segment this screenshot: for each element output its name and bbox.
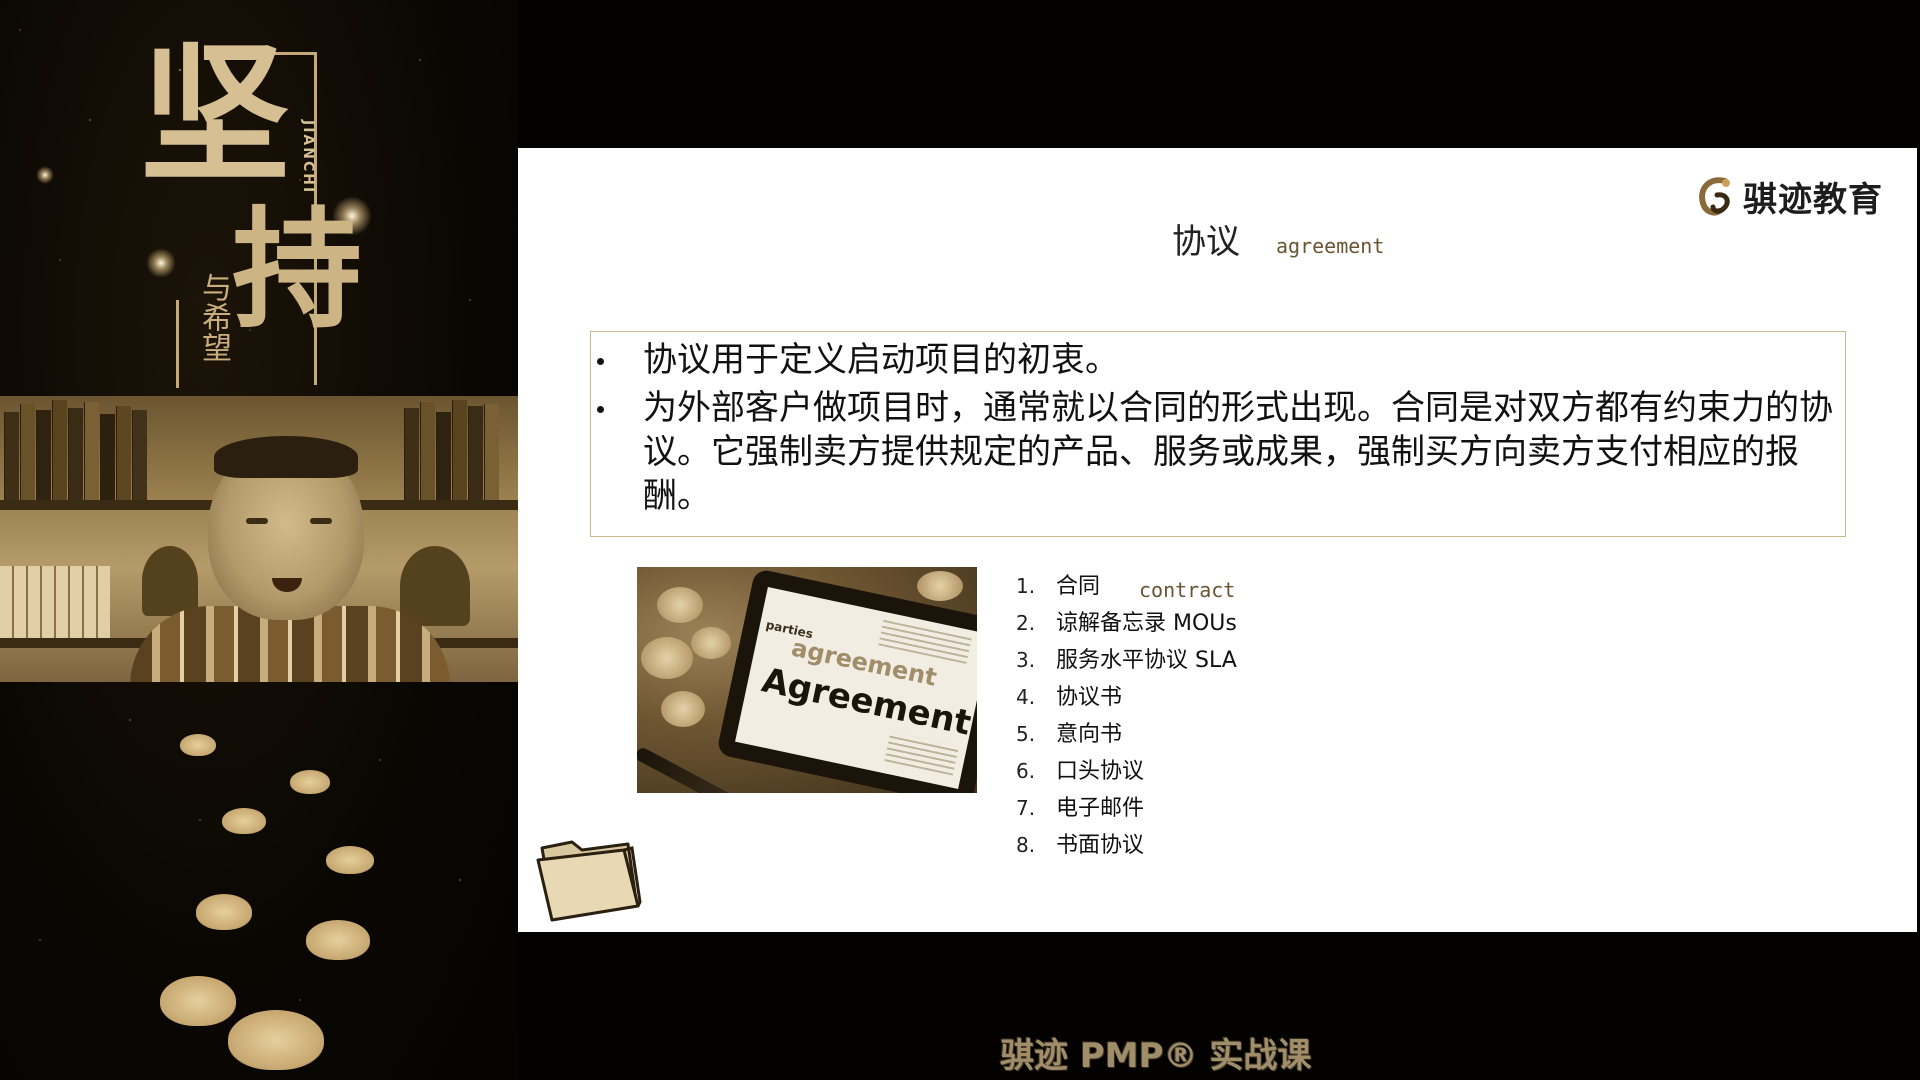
plant: [142, 546, 198, 616]
photo-food: [641, 637, 693, 679]
footprint: [290, 770, 330, 794]
footprint: [160, 976, 236, 1026]
list-label: 口头协议: [1056, 759, 1145, 784]
plant: [400, 546, 470, 626]
list-number: 8.: [1016, 833, 1036, 857]
photo-food: [657, 587, 703, 623]
book: [20, 404, 35, 500]
footprint: [326, 846, 374, 874]
footprint: [180, 734, 216, 756]
bullet-dot-icon: [597, 406, 604, 413]
bullet-text: 协议用于定义启动项目的初衷。: [643, 340, 1119, 380]
poster-frame-line: [176, 300, 179, 388]
books-right: [400, 396, 518, 500]
agreement-photo: parties agreement Agreement: [637, 567, 977, 793]
definition-box: 协议用于定义启动项目的初衷。 为外部客户做项目时，通常就以合同的形式出现。合同是…: [590, 331, 1846, 537]
sparkle: [146, 248, 176, 278]
list-number: 7.: [1016, 796, 1036, 820]
book: [436, 412, 451, 500]
list-label: 意向书: [1056, 722, 1123, 747]
footprint: [222, 808, 266, 834]
tablet-screen: parties agreement Agreement: [735, 587, 977, 789]
book: [468, 406, 483, 500]
poster-pinyin: JIANCHI: [300, 120, 316, 195]
poster-panel: 坚 持 与希望 JIANCHI: [0, 0, 518, 1080]
photo-food: [917, 571, 963, 601]
poster-title-char-2: 持: [232, 193, 363, 346]
book: [36, 410, 51, 500]
webcam-feed: [0, 396, 518, 682]
person-hair: [214, 436, 358, 478]
list-label: 电子邮件: [1056, 796, 1145, 821]
list-english-label: contract: [1139, 578, 1236, 602]
tablet-device: parties agreement Agreement: [716, 568, 977, 793]
person-eye: [310, 518, 332, 524]
book: [100, 414, 115, 500]
list-number: 5.: [1016, 722, 1036, 746]
poster-title-char-1: 坚: [140, 27, 291, 203]
brand-logo: 骐迹教育: [1695, 172, 1883, 221]
book: [404, 408, 419, 500]
footprint: [196, 894, 252, 930]
list-label: 谅解备忘录 MOUs: [1056, 611, 1237, 636]
brand-logo-text: 骐迹教育: [1743, 180, 1883, 220]
book: [116, 406, 131, 500]
person-mouth: [272, 578, 302, 592]
book: [420, 402, 435, 500]
book: [52, 400, 67, 500]
book: [452, 400, 467, 500]
sparkle: [36, 166, 54, 184]
course-watermark: 骐迹 PMP® 实战课: [1000, 1036, 1312, 1076]
list-number: 2.: [1016, 611, 1036, 635]
sparkle: [332, 196, 372, 236]
list-number: 6.: [1016, 759, 1036, 783]
book: [4, 412, 19, 500]
list-label: 协议书: [1056, 685, 1123, 710]
book: [132, 410, 147, 500]
photo-food: [661, 691, 705, 727]
brand-logo-icon: [1695, 175, 1737, 219]
list-label: 合同: [1056, 574, 1101, 599]
list-number: 3.: [1016, 648, 1036, 672]
list-number: 1.: [1016, 574, 1036, 598]
slide-title-english: agreement: [1276, 234, 1385, 258]
book: [68, 408, 83, 500]
book: [484, 404, 499, 500]
bullet-dot-icon: [597, 358, 604, 365]
poster-frame-line: [250, 52, 317, 385]
footprint: [306, 920, 370, 960]
footprint: [228, 1010, 324, 1070]
list-label: 服务水平协议 SLA: [1056, 648, 1237, 673]
photo-food: [691, 627, 731, 659]
slide-title: 协议: [1172, 222, 1240, 262]
folder-icon: [532, 830, 644, 922]
bullet-text: 为外部客户做项目时，通常就以合同的形式出现。合同是对双方都有约束力的协议。它强制…: [643, 388, 1833, 516]
books-left: [0, 396, 170, 500]
person-eye: [246, 518, 268, 524]
books-lower-left: [0, 566, 110, 638]
list-label: 书面协议: [1056, 833, 1145, 858]
poster-subtitle: 与希望: [196, 272, 231, 362]
list-number: 4.: [1016, 685, 1036, 709]
presentation-slide: 骐迹教育 协议 agreement 协议用于定义启动项目的初衷。 为外部客户做项…: [518, 148, 1917, 932]
book: [84, 402, 99, 500]
